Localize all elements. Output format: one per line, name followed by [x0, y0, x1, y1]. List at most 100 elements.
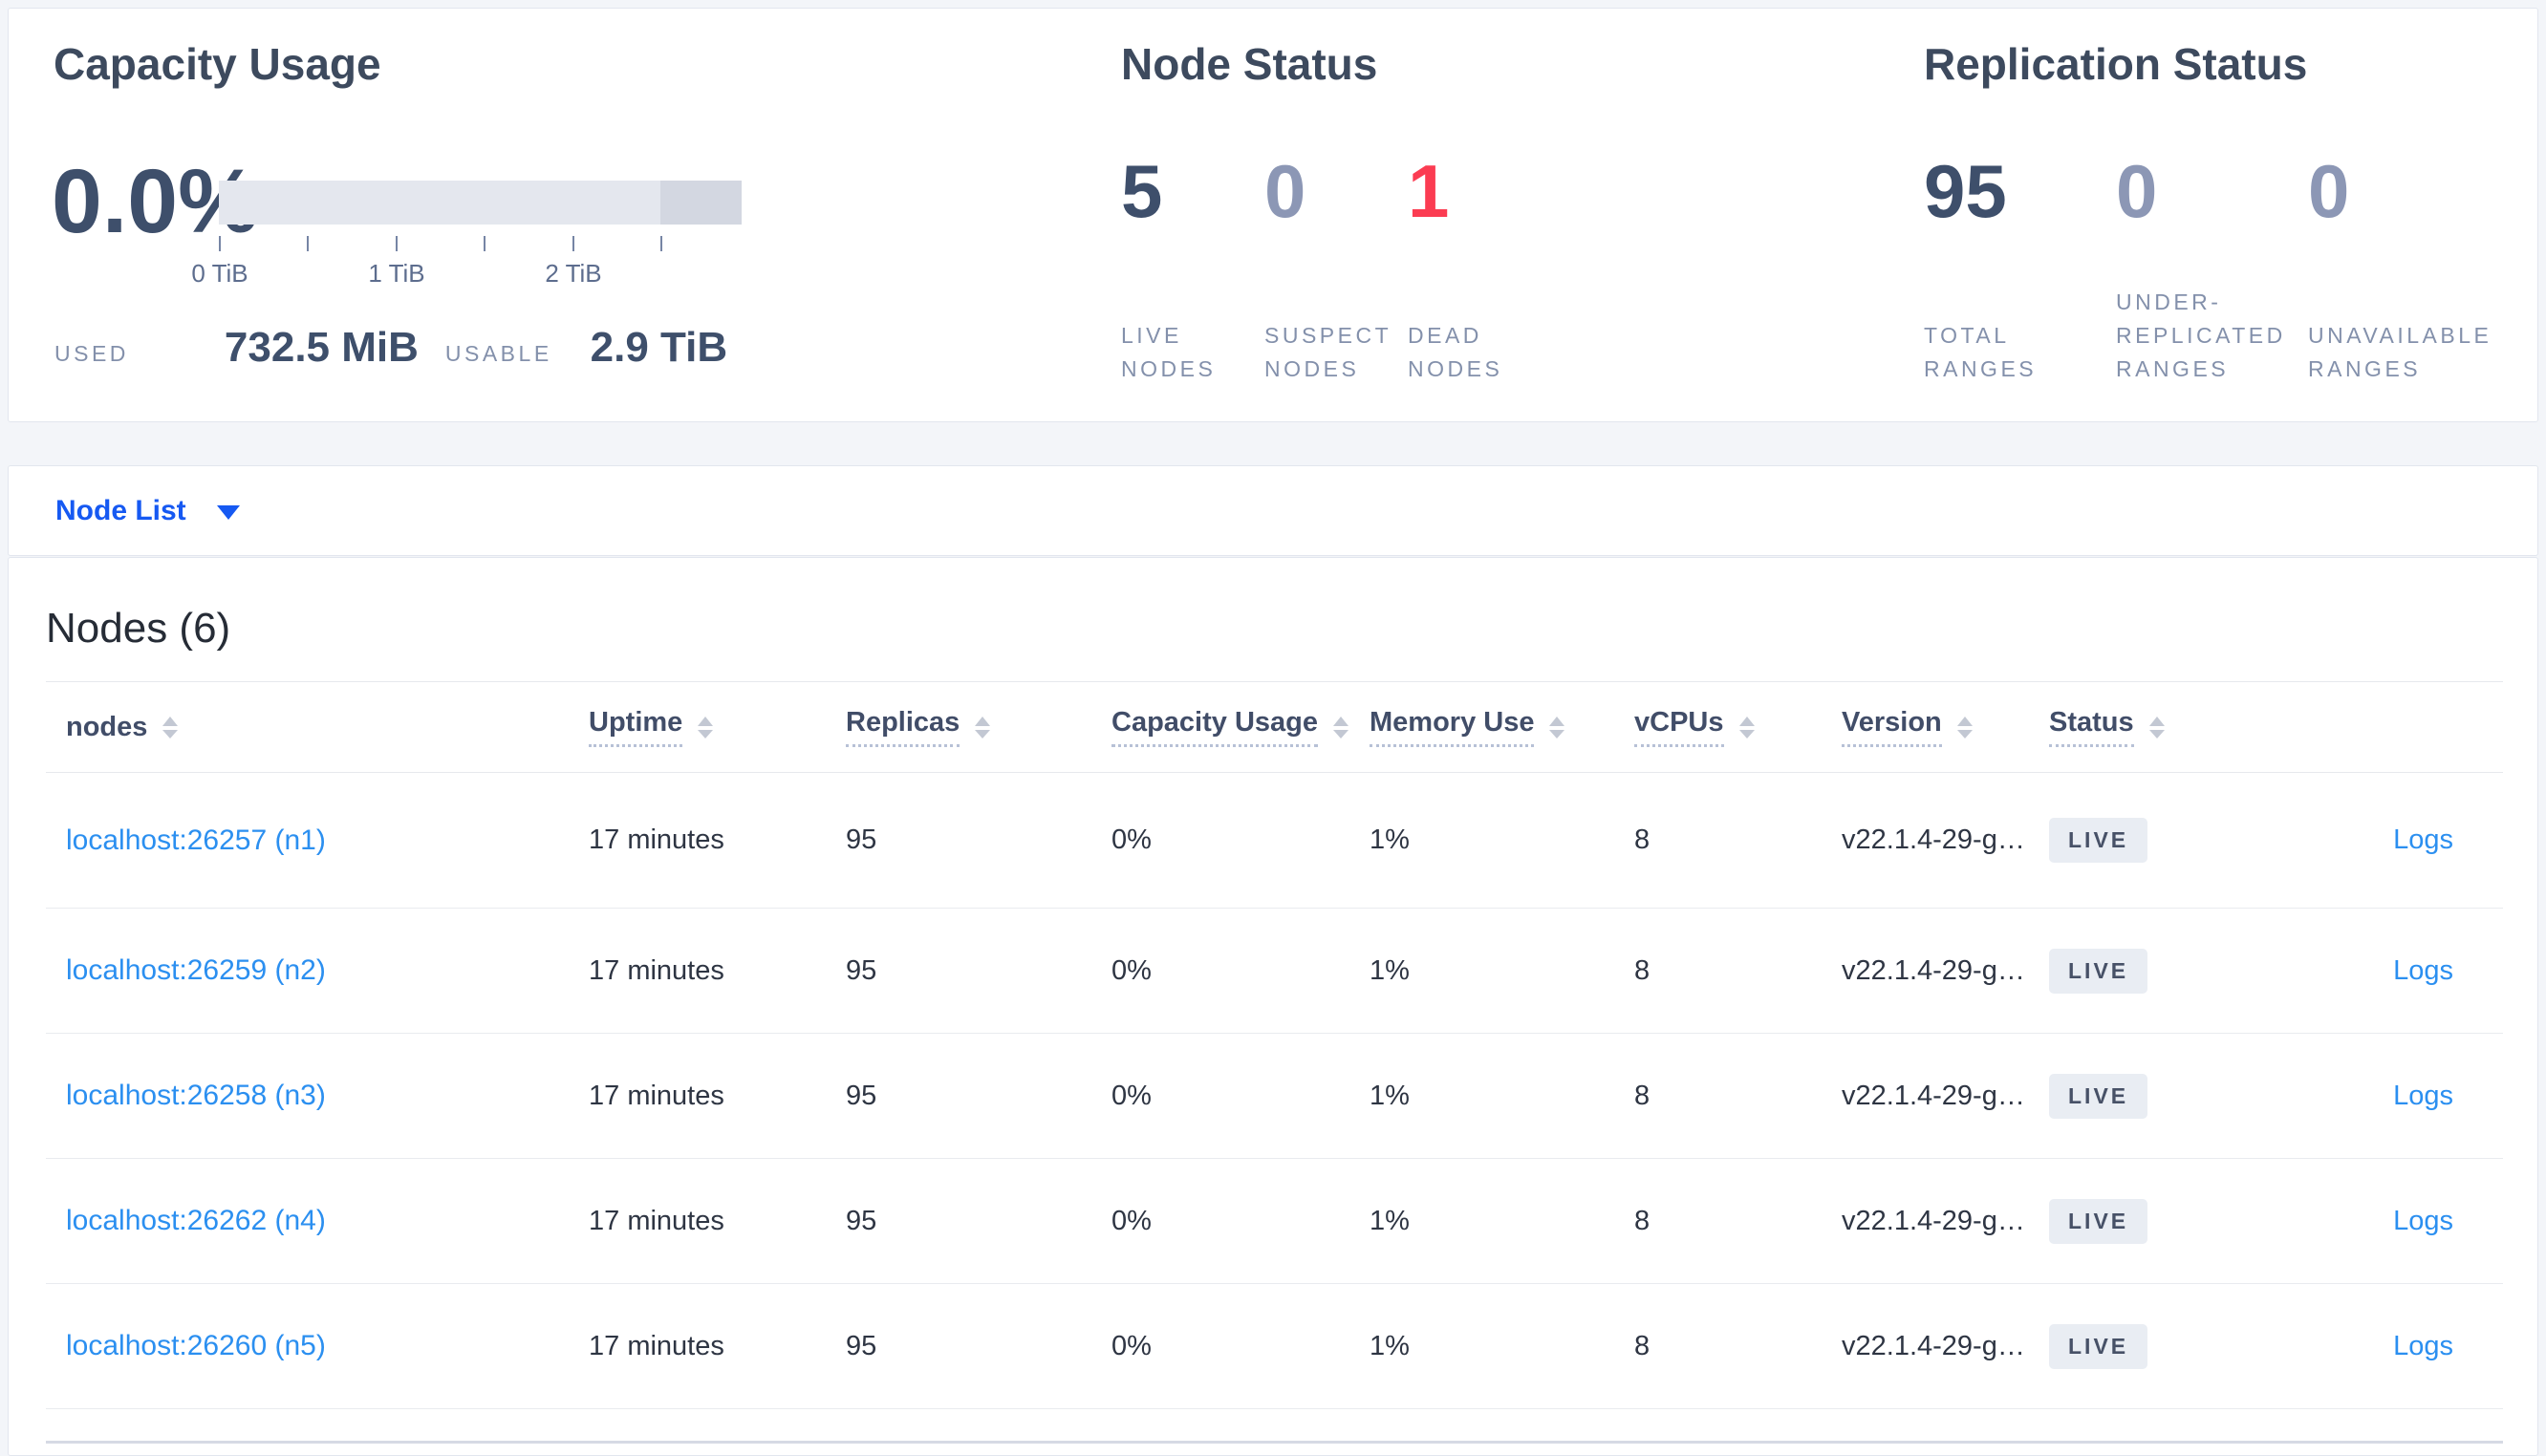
vcpus-cell: 8	[1634, 954, 1651, 986]
caret-down-icon	[216, 505, 240, 520]
nodes-table-header: nodes Uptime Replicas Capacity Usage Mem…	[46, 681, 2503, 773]
uptime-cell: 17 minutes	[589, 1205, 724, 1236]
axis-tick	[660, 236, 662, 251]
replication-status-stats: 95 TOTAL RANGES 0 UNDER- REPLICATED RANG…	[1924, 150, 2546, 386]
sort-icon	[698, 716, 714, 739]
uptime-cell: 17 minutes	[589, 954, 724, 986]
logs-link[interactable]: Logs	[2393, 954, 2453, 986]
uptime-cell: 17 minutes	[589, 1080, 724, 1111]
stat-label-line: NODES	[1408, 356, 1503, 381]
sort-icon	[1333, 716, 1349, 739]
logs-link[interactable]: Logs	[2393, 1330, 2453, 1361]
memory-use-cell: 1%	[1370, 1205, 1410, 1236]
version-cell: v22.1.4-29-g…	[1842, 1205, 2025, 1236]
unavailable-ranges-count: 0	[2308, 149, 2350, 233]
memory-use-cell: 1%	[1370, 1330, 1410, 1361]
nodes-table: nodes Uptime Replicas Capacity Usage Mem…	[46, 681, 2503, 1444]
logs-link[interactable]: Logs	[2393, 824, 2453, 855]
vcpus-cell: 8	[1634, 1330, 1651, 1361]
dead-nodes-count: 1	[1408, 149, 1450, 233]
stat-label-line: LIVE	[1121, 323, 1182, 348]
replicas-cell: 95	[846, 954, 877, 986]
node-link[interactable]: localhost:26259 (n2)	[66, 954, 326, 986]
sort-icon	[975, 716, 991, 739]
status-badge: LIVE	[2049, 1323, 2148, 1369]
logs-cell: Logs	[2237, 1081, 2503, 1112]
usable-label: USABLE	[444, 341, 552, 366]
status-cell: LIVE	[2049, 948, 2237, 994]
node-link[interactable]: localhost:26260 (n5)	[66, 1330, 326, 1361]
suspect-nodes-count: 0	[1264, 149, 1306, 233]
node-link[interactable]: localhost:26262 (n4)	[66, 1205, 326, 1236]
vcpus-cell: 8	[1634, 1205, 1651, 1236]
node-row: localhost:26262 (n4) 17 minutes 95 0% 1%…	[46, 1159, 2503, 1284]
dead-nodes-stat: 1 DEAD NODES	[1408, 150, 1551, 386]
column-header-status[interactable]: Status	[2049, 707, 2237, 747]
logs-link[interactable]: Logs	[2393, 1080, 2453, 1111]
suspect-nodes-stat: 0 SUSPECT NODES	[1264, 150, 1408, 386]
node-link[interactable]: localhost:26258 (n3)	[66, 1080, 326, 1111]
column-header-vcpus[interactable]: vCPUs	[1634, 707, 1842, 747]
capacity-usage-cell: 0%	[1111, 1080, 1152, 1111]
column-header-label: Version	[1842, 707, 1942, 747]
replicas-cell: 95	[846, 1205, 877, 1236]
logs-cell: Logs	[2237, 824, 2503, 856]
column-header-replicas[interactable]: Replicas	[846, 707, 1111, 747]
column-header-label: Status	[2049, 707, 2134, 747]
stat-label-line: DEAD	[1408, 323, 1482, 348]
column-header-version[interactable]: Version	[1842, 707, 2049, 747]
suspect-nodes-label: SUSPECT NODES	[1264, 319, 1408, 386]
node-row: localhost:26259 (n2) 17 minutes 95 0% 1%…	[46, 909, 2503, 1034]
stat-label-line: TOTAL	[1924, 323, 2010, 348]
stat-label-line: UNDER-	[2116, 289, 2222, 314]
logs-cell: Logs	[2237, 955, 2503, 987]
under-replicated-ranges-count: 0	[2116, 149, 2158, 233]
capacity-usage-bar	[219, 181, 742, 225]
total-ranges-stat: 95 TOTAL RANGES	[1924, 150, 2116, 386]
capacity-usage-title: Capacity Usage	[54, 39, 381, 89]
column-header-memory-use[interactable]: Memory Use	[1370, 707, 1634, 747]
column-header-capacity-usage[interactable]: Capacity Usage	[1111, 707, 1370, 747]
column-header-nodes[interactable]: nodes	[66, 712, 589, 743]
axis-tick-label: 0 TiB	[191, 259, 248, 288]
version-cell: v22.1.4-29-g…	[1842, 1330, 2025, 1361]
live-nodes-stat: 5 LIVE NODES	[1121, 150, 1264, 386]
sort-icon	[2148, 716, 2165, 739]
nodes-heading: Nodes (6)	[46, 605, 231, 652]
node-row: localhost:26257 (n1) 17 minutes 95 0% 1%…	[46, 773, 2503, 909]
live-nodes-count: 5	[1121, 149, 1163, 233]
capacity-bar-axis: 0 TiB 1 TiB 2 TiB	[191, 236, 742, 322]
axis-tick-label: 2 TiB	[545, 259, 602, 288]
axis-tick	[396, 236, 398, 251]
capacity-used-usable-row: USED 732.5 MiB USABLE 2.9 TiB	[54, 324, 727, 372]
stat-label-line: RANGES	[2308, 356, 2422, 381]
usable-value: 2.9 TiB	[590, 324, 728, 371]
unavailable-ranges-label: UNAVAILABLE RANGES	[2308, 319, 2546, 386]
stat-label-line: UNAVAILABLE	[2308, 323, 2492, 348]
table-bottom-rule	[46, 1441, 2503, 1444]
node-row: localhost:26258 (n3) 17 minutes 95 0% 1%…	[46, 1034, 2503, 1159]
node-link[interactable]: localhost:26257 (n1)	[66, 824, 326, 856]
column-header-uptime[interactable]: Uptime	[589, 707, 846, 747]
dead-nodes-label: DEAD NODES	[1408, 319, 1551, 386]
capacity-usage-cell: 0%	[1111, 1330, 1152, 1361]
memory-use-cell: 1%	[1370, 954, 1410, 986]
status-cell: LIVE	[2049, 1073, 2237, 1119]
version-cell: v22.1.4-29-g…	[1842, 824, 2025, 855]
logs-link[interactable]: Logs	[2393, 1205, 2453, 1236]
unavailable-ranges-stat: 0 UNAVAILABLE RANGES	[2308, 150, 2546, 386]
column-header-label: nodes	[66, 711, 148, 742]
capacity-bar-reserved-segment	[660, 181, 742, 225]
version-cell: v22.1.4-29-g…	[1842, 954, 2025, 986]
view-selector-dropdown[interactable]: Node List	[55, 495, 240, 527]
status-badge: LIVE	[2049, 818, 2148, 863]
used-label: USED	[54, 341, 129, 366]
under-replicated-ranges-stat: 0 UNDER- REPLICATED RANGES	[2116, 150, 2308, 386]
stat-label-line: SUSPECT	[1264, 323, 1392, 348]
view-selector-bar: Node List	[8, 465, 2538, 556]
uptime-cell: 17 minutes	[589, 824, 724, 855]
axis-tick	[572, 236, 574, 251]
nodes-table-card: Nodes (6) nodes Uptime Replicas Capacity…	[8, 557, 2538, 1456]
column-header-label: vCPUs	[1634, 707, 1724, 747]
stat-label-line: RANGES	[1924, 356, 2038, 381]
